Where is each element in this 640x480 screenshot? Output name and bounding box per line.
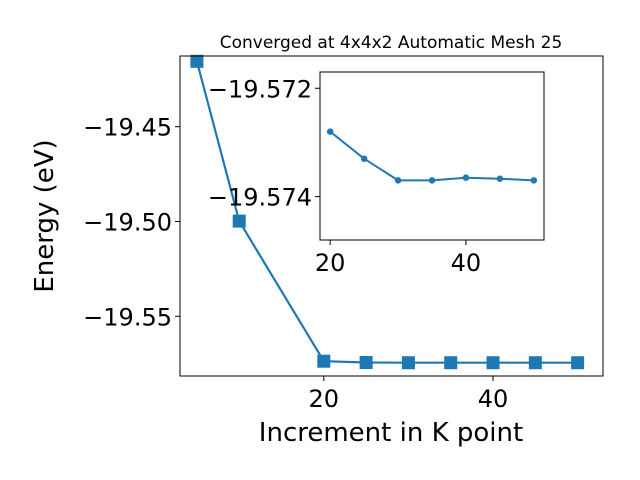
main-y-tick-label: −19.50: [83, 208, 172, 236]
main-data-point: [359, 356, 373, 370]
main-ticks: 20 40 −19.45 −19.50 −19.55: [83, 114, 508, 413]
inset-y-tick-label: −19.574: [208, 184, 312, 212]
inset-data-point: [462, 174, 470, 181]
main-data-point: [317, 354, 331, 368]
main-data-point: [486, 356, 500, 370]
y-axis-label: Energy (eV): [30, 139, 60, 292]
inset-background: [320, 72, 544, 240]
inset-ticks: 20 40 −19.574 −19.572: [208, 75, 481, 277]
inset-y-tick-label: −19.572: [208, 75, 312, 103]
main-data-point: [401, 356, 415, 370]
main-data-point: [190, 54, 204, 68]
inset-series: [326, 128, 538, 184]
main-data-point: [444, 356, 458, 370]
inset-x-tick-label: 40: [451, 249, 482, 277]
inset-data-point: [530, 177, 538, 184]
inset-data-point: [428, 177, 436, 184]
main-x-tick-label: 40: [478, 385, 509, 413]
inset-data-point: [360, 155, 368, 162]
main-y-tick-label: −19.45: [83, 114, 172, 142]
main-data-point: [571, 356, 585, 370]
inset-data-point: [496, 175, 504, 183]
inset-plot-frame: [319, 71, 545, 241]
inset-x-tick-label: 20: [315, 249, 346, 277]
inset-data-point: [326, 128, 334, 135]
main-x-tick-label: 20: [309, 385, 340, 413]
x-axis-label: Increment in K point: [259, 418, 523, 448]
inset-data-point: [394, 177, 402, 184]
main-data-point: [528, 356, 542, 370]
main-y-tick-label: −19.55: [83, 303, 172, 331]
chart-title: Converged at 4x4x2 Automatic Mesh 25: [220, 33, 563, 53]
main-series: [190, 54, 585, 370]
main-data-point: [232, 214, 246, 228]
main-plot-frame: [179, 55, 604, 377]
